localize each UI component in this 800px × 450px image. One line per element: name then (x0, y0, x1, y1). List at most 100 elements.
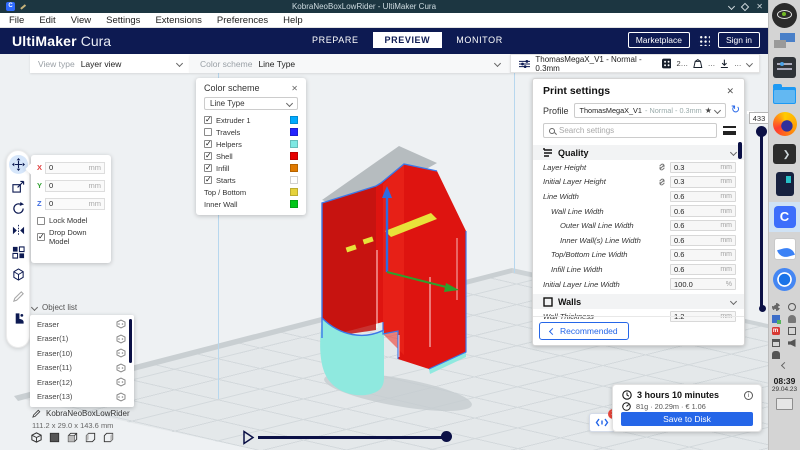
setting-row[interactable]: Initial Layer Line Width 100.0% (533, 277, 744, 292)
object-list-item[interactable]: Eraser(10) (30, 346, 134, 361)
menu-help[interactable]: Help (283, 14, 303, 26)
custom-tool-button[interactable] (9, 309, 28, 328)
checkbox[interactable] (204, 163, 212, 172)
signin-button[interactable]: Sign in (718, 32, 760, 48)
play-button[interactable] (242, 430, 255, 445)
setting-row[interactable]: Top/Bottom Line Width 0.6 mm (533, 248, 744, 263)
simulation-slider-handle[interactable] (441, 431, 452, 442)
layer-slider-track[interactable] (760, 130, 763, 308)
menu-settings[interactable]: Settings (106, 14, 141, 26)
file-manager-icon[interactable] (773, 84, 796, 104)
scale-tool-button[interactable] (9, 177, 28, 196)
cura-taskbar-icon[interactable]: C (768, 202, 800, 232)
save-to-disk-button[interactable]: Save to Disk (621, 412, 753, 426)
print-settings-summary-bar[interactable]: ThomasMegaX_V1 - Normal - 0.3mm 2… … … (510, 54, 760, 73)
move-tool-button[interactable] (8, 155, 28, 174)
tab-preview[interactable]: PREVIEW (372, 32, 443, 48)
checkbox[interactable] (204, 151, 212, 160)
object-list-item[interactable]: Eraser(12) (30, 375, 134, 390)
terminal-icon[interactable]: ❯ (773, 144, 796, 164)
minimize-icon[interactable] (728, 2, 736, 11)
setting-row[interactable]: Layer Height 0.3 mm (533, 160, 744, 175)
checkbox[interactable] (204, 175, 212, 184)
view-type-dropdown[interactable]: View type Layer view (30, 54, 190, 73)
setting-input[interactable]: 100.0% (670, 278, 736, 290)
setting-row[interactable]: Wall Line Width 0.6 mm (533, 204, 744, 219)
profile-dropdown[interactable]: ThomasMegaX_V1 - Normal - 0.3mm ★ (573, 103, 726, 118)
setting-row[interactable]: Inner Wall(s) Line Width 0.6 mm (533, 233, 744, 248)
view-top-icon[interactable] (66, 431, 79, 444)
setting-row[interactable]: Infill Line Width 0.6 mm (533, 262, 744, 277)
tray-updates-icon[interactable] (771, 315, 781, 324)
show-desktop-button[interactable] (776, 398, 793, 410)
setting-input[interactable]: 0.3 mm (670, 161, 736, 174)
mesh-type-icon[interactable] (116, 363, 126, 373)
menu-file[interactable]: File (9, 14, 25, 26)
menu-preferences[interactable]: Preferences (216, 14, 269, 26)
setting-row[interactable]: Outer Wall Line Width 0.6 mm (533, 218, 744, 233)
marketplace-button[interactable]: Marketplace (627, 32, 690, 48)
simulation-slider-track[interactable] (258, 436, 444, 439)
tray-clipboard-icon[interactable] (771, 339, 780, 347)
checkbox[interactable] (204, 139, 212, 148)
object-list-scrollbar[interactable] (128, 319, 132, 363)
category-quality[interactable]: Quality (533, 145, 744, 160)
per-model-settings-button[interactable] (9, 243, 28, 262)
close-icon[interactable]: ✕ (756, 1, 763, 11)
menu-edit[interactable]: Edit (39, 14, 56, 26)
menu-extensions[interactable]: Extensions (155, 14, 202, 26)
view-3d-icon[interactable] (30, 431, 43, 444)
setting-input[interactable]: 0.6 mm (670, 234, 736, 247)
window-preview-thumbnail[interactable] (773, 33, 797, 51)
lock-model-checkbox[interactable] (37, 216, 45, 225)
tray-volume-icon[interactable] (787, 339, 796, 347)
tab-prepare[interactable]: PREPARE (312, 35, 359, 45)
z-input[interactable]: 0 mm (45, 197, 105, 210)
mesh-type-icon[interactable] (116, 348, 126, 358)
tray-display-icon[interactable] (787, 327, 796, 335)
settings-app-icon[interactable] (773, 57, 796, 78)
close-icon[interactable]: ✕ (726, 85, 734, 96)
view-right-icon[interactable] (102, 431, 115, 444)
layer-slider-end[interactable] (758, 305, 766, 312)
setting-input[interactable]: 0.6 mm (670, 190, 736, 203)
view-left-icon[interactable] (84, 431, 97, 444)
object-list-header[interactable]: Object list (30, 303, 77, 312)
setting-row[interactable]: Initial Layer Height 0.3 mm (533, 175, 744, 190)
view-front-icon[interactable] (48, 431, 61, 444)
tray-microphone-icon[interactable] (771, 351, 780, 359)
setting-input[interactable]: 0.6 mm (670, 263, 736, 276)
support-blocker-button[interactable] (9, 265, 28, 284)
checkbox[interactable] (204, 115, 212, 124)
checkbox[interactable] (204, 128, 212, 136)
y-input[interactable]: 0 mm (45, 179, 105, 192)
object-list-item[interactable]: Eraser(13) (30, 390, 134, 405)
mesh-type-icon[interactable] (116, 377, 126, 387)
mirror-tool-button[interactable] (9, 221, 28, 240)
setting-input[interactable]: 0.6 mm (670, 205, 736, 217)
object-list-item[interactable]: Eraser(1) (30, 332, 134, 347)
mesh-type-icon[interactable] (116, 334, 126, 344)
category-walls[interactable]: Walls (533, 294, 744, 310)
info-icon[interactable]: i (744, 390, 753, 400)
printer-app-icon[interactable] (775, 172, 794, 196)
clock-time[interactable]: 08:39 (773, 376, 796, 386)
object-list-item[interactable]: Eraser (30, 317, 134, 332)
mesh-type-icon[interactable] (116, 392, 126, 402)
menu-view[interactable]: View (70, 14, 92, 26)
layer-slider-handle[interactable] (756, 126, 767, 137)
apps-grid-icon[interactable] (698, 34, 710, 46)
model-name-row[interactable]: KobraNeoBoxLowRider (32, 409, 130, 418)
chromium-icon[interactable] (773, 268, 796, 291)
mesh-type-icon[interactable] (116, 319, 126, 329)
rename-pencil-icon[interactable] (32, 409, 41, 418)
opensuse-menu-icon[interactable] (772, 3, 797, 28)
measure-tool-button[interactable] (9, 287, 28, 306)
cad-app-icon[interactable] (773, 238, 796, 260)
tray-music-icon[interactable]: m (771, 327, 780, 335)
clock-date[interactable]: 29.04.23 (771, 386, 798, 393)
setting-input[interactable]: 0.6 mm (670, 219, 736, 232)
close-icon[interactable]: ✕ (291, 83, 298, 93)
maximize-icon[interactable] (741, 2, 750, 11)
search-settings-input[interactable]: Search settings (543, 123, 717, 138)
